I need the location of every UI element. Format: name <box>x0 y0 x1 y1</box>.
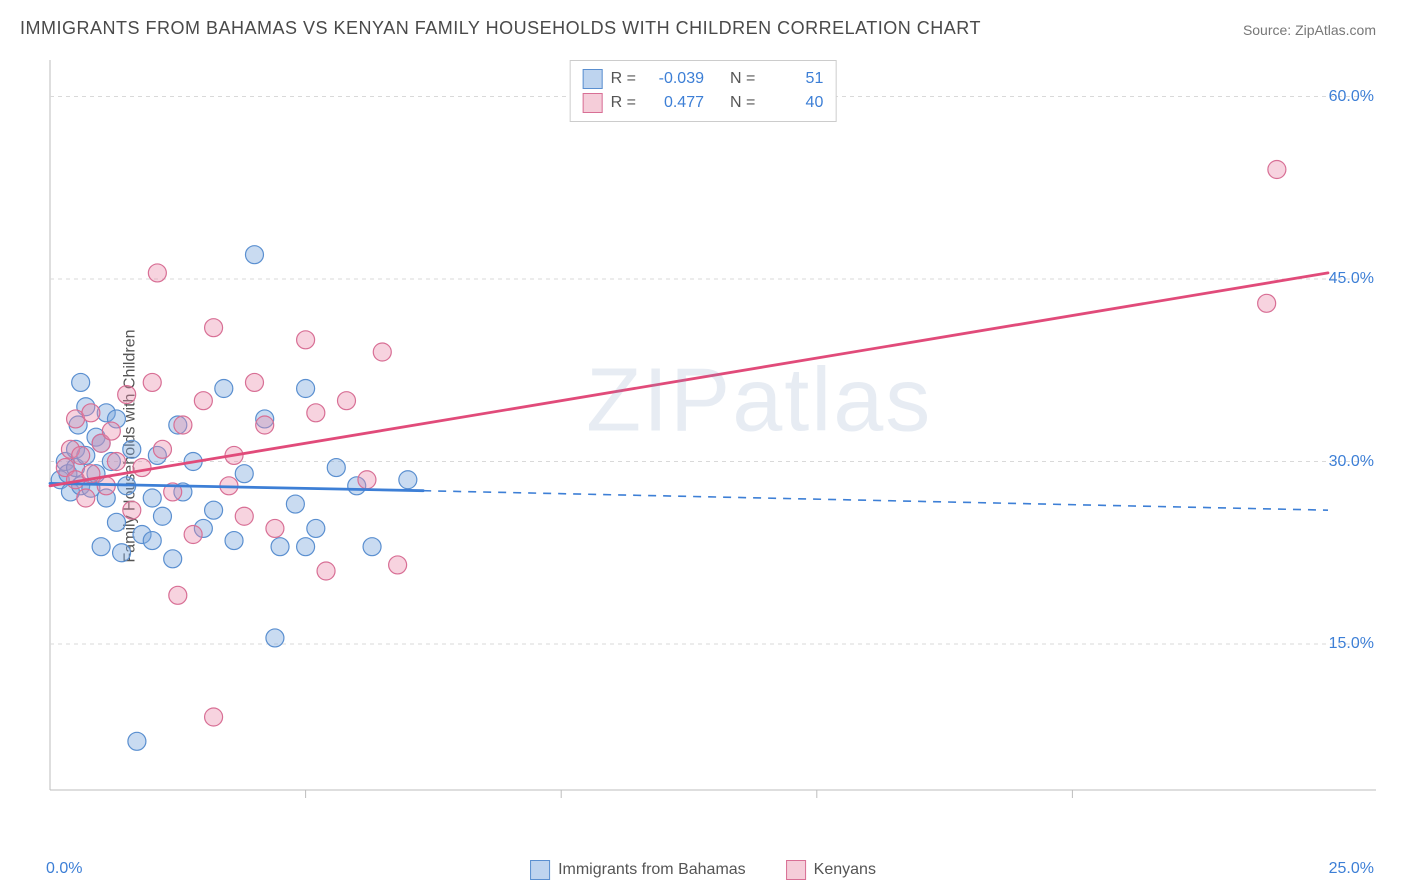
swatch-blue <box>530 860 550 880</box>
y-axis-tick: 30.0% <box>1329 453 1374 471</box>
stats-row-series-2: R = 0.477 N = 40 <box>583 91 824 115</box>
legend-label: Kenyans <box>814 861 876 879</box>
y-axis-tick: 45.0% <box>1329 270 1374 288</box>
legend-item-kenyans: Kenyans <box>786 860 876 880</box>
r-label: R = <box>611 91 636 115</box>
swatch-pink <box>583 93 603 113</box>
legend-label: Immigrants from Bahamas <box>558 861 746 879</box>
n -label: N = <box>730 67 755 91</box>
chart-area <box>48 60 1378 820</box>
y-axis-tick: 60.0% <box>1329 88 1374 106</box>
r-value: -0.039 <box>644 67 704 91</box>
n-label: N = <box>730 91 755 115</box>
n-value: 51 <box>763 67 823 91</box>
swatch-pink <box>786 860 806 880</box>
y-axis-tick: 15.0% <box>1329 635 1374 653</box>
scatter-plot-svg <box>48 60 1378 820</box>
bottom-legend: Immigrants from Bahamas Kenyans <box>530 860 876 880</box>
r-value: 0.477 <box>644 91 704 115</box>
x-axis-min-tick: 0.0% <box>46 860 82 878</box>
chart-title: IMMIGRANTS FROM BAHAMAS VS KENYAN FAMILY… <box>20 18 981 39</box>
n-value: 40 <box>763 91 823 115</box>
stats-legend: R = -0.039 N = 51 R = 0.477 N = 40 <box>570 60 837 122</box>
swatch-blue <box>583 69 603 89</box>
x-axis-max-tick: 25.0% <box>1329 860 1374 878</box>
source-label: Source: ZipAtlas.com <box>1243 22 1376 38</box>
r-label: R = <box>611 67 636 91</box>
stats-row-series-1: R = -0.039 N = 51 <box>583 67 824 91</box>
legend-item-bahamas: Immigrants from Bahamas <box>530 860 746 880</box>
